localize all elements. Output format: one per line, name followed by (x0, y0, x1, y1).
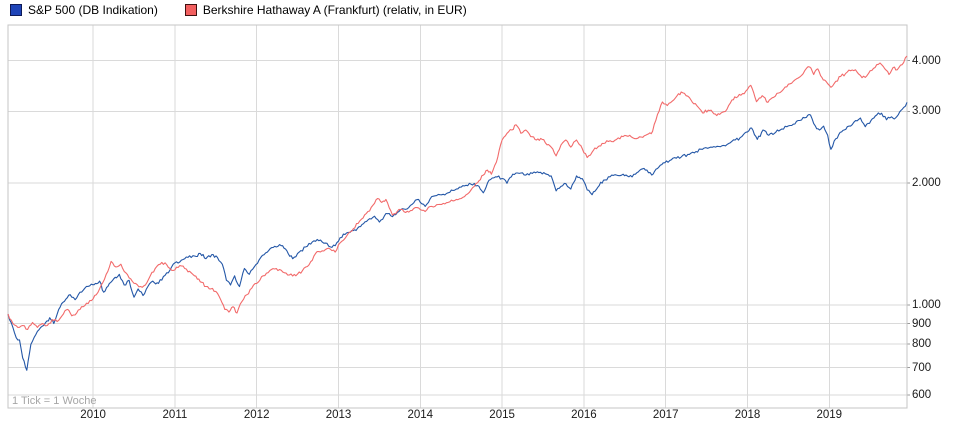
x-axis-label: 2019 (816, 409, 843, 421)
y-axis-label: 3.000 (912, 105, 941, 118)
y-axis-label: 1.000 (912, 298, 941, 311)
y-axis-label: 800 (912, 338, 932, 351)
x-axis-label: 2013 (325, 409, 352, 421)
tick-interval-footnote: 1 Tick = 1 Woche (12, 395, 97, 407)
y-axis-label: 900 (912, 317, 932, 330)
x-axis-label: 2016 (571, 409, 597, 421)
series-line-sp500 (7, 102, 908, 371)
x-axis-label: 2012 (243, 409, 270, 421)
x-axis-label: 2018 (734, 409, 761, 421)
chart-legend: S&P 500 (DB Indikation) Berkshire Hathaw… (10, 3, 467, 17)
y-axis-label: 700 (912, 361, 932, 374)
y-axis-label: 4.000 (912, 54, 941, 67)
x-axis-label: 2011 (162, 409, 188, 421)
y-axis-label: 600 (912, 388, 932, 401)
x-axis-label: 2017 (652, 409, 679, 421)
y-axis-label: 2.000 (912, 176, 941, 189)
x-axis-label: 2010 (80, 409, 106, 421)
x-axis-label: 2014 (407, 409, 434, 421)
sp500-series-swatch-icon (10, 4, 22, 16)
series-line-berkshire (7, 55, 908, 331)
legend-label-berkshire: Berkshire Hathaway A (Frankfurt) (relati… (202, 3, 467, 17)
x-axis-label: 2015 (489, 409, 515, 421)
legend-label-sp500: S&P 500 (DB Indikation) (28, 3, 158, 17)
berkshire-series-swatch-icon (184, 4, 197, 16)
legend-item-berkshire: Berkshire Hathaway A (Frankfurt) (relati… (184, 3, 467, 17)
legend-item-sp500: S&P 500 (DB Indikation) (10, 3, 158, 17)
